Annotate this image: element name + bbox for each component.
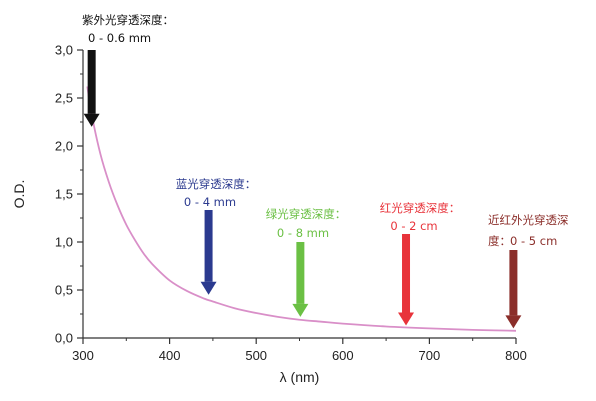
annotation-label-uv: 紫外光穿透深度：: [82, 13, 174, 27]
arrow-shaft-green: [296, 242, 305, 304]
y-tick-label: 3,0: [55, 43, 73, 58]
arrow-head-red: [398, 312, 415, 326]
arrow-head-blue: [200, 281, 217, 295]
annotation-green: 绿光穿透深度： 0 - 8 mm: [266, 207, 347, 317]
y-tick-label: 0,5: [55, 283, 73, 298]
arrow-head-uv: [83, 113, 100, 127]
x-tick-label: 500: [245, 348, 267, 363]
annotation-label2-nir: 度：: [488, 234, 511, 248]
annotation-label-nir: 近红外光穿透深: [488, 213, 569, 227]
annotation-value-red: 0 - 2 cm: [390, 219, 437, 233]
y-tick-label: 1,5: [55, 187, 73, 202]
annotation-value-blue: 0 - 4 mm: [184, 195, 236, 209]
annotation-label-red: 红光穿透深度：: [380, 201, 461, 215]
annotation-uv: 紫外光穿透深度： 0 - 0.6 mm: [82, 13, 174, 127]
annotation-value-nir: 0 - 5 cm: [510, 234, 557, 248]
x-tick-label: 800: [505, 348, 527, 363]
axes: 0,0 0,5 1,0 1,5 2,0 2,5 3,0 300 400 500 600 700 800: [55, 43, 527, 364]
annotation-red: 红光穿透深度： 0 - 2 cm: [380, 201, 461, 326]
arrow-shaft-blue: [204, 210, 213, 282]
x-tick-label: 400: [159, 348, 181, 363]
x-tick-label: 300: [72, 348, 94, 363]
arrow-shaft-nir: [509, 250, 518, 316]
annotations: 紫外光穿透深度： 0 - 0.6 mm 蓝光穿透深度： 0 - 4 mm 绿光穿透深度：…: [82, 13, 569, 329]
annotation-label-blue: 蓝光穿透深度：: [176, 177, 257, 191]
od-curve: [86, 86, 517, 332]
arrow-shaft-uv: [87, 50, 96, 114]
annotation-label-green: 绿光穿透深度：: [266, 207, 347, 221]
annotation-blue: 蓝光穿透深度： 0 - 4 mm: [176, 177, 257, 295]
x-tick-label: 600: [332, 348, 354, 363]
annotation-value-uv: 0 - 0.6 mm: [88, 31, 151, 45]
y-tick-label: 2,0: [55, 139, 73, 154]
x-tick-label: 700: [419, 348, 441, 363]
y-tick-label: 1,0: [55, 235, 73, 250]
y-axis-label: O.D.: [11, 180, 27, 209]
arrow-head-green: [292, 303, 309, 317]
y-tick-label: 0,0: [55, 331, 73, 346]
arrow-shaft-red: [402, 234, 411, 313]
annotation-value-green: 0 - 8 mm: [277, 226, 329, 240]
x-axis-label: λ (nm): [280, 369, 320, 385]
y-tick-label: 2,5: [55, 91, 73, 106]
arrow-head-nir: [505, 315, 522, 329]
